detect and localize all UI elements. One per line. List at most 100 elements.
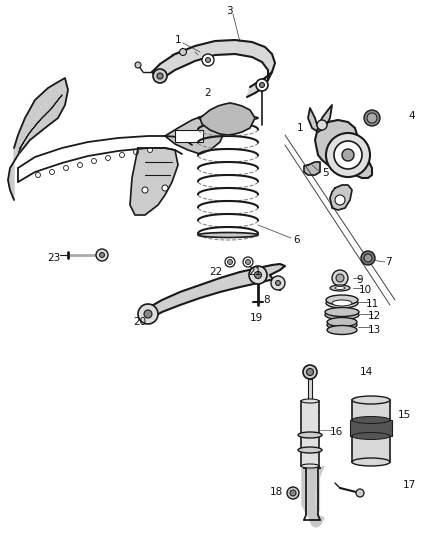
Bar [352, 400, 390, 462]
Circle shape [120, 152, 124, 157]
Circle shape [364, 254, 372, 262]
Ellipse shape [298, 432, 322, 438]
Circle shape [254, 271, 261, 279]
Text: 4: 4 [408, 111, 415, 121]
Circle shape [246, 260, 251, 264]
Text: 20: 20 [133, 317, 146, 327]
Ellipse shape [301, 464, 319, 468]
Circle shape [153, 69, 167, 83]
Circle shape [356, 489, 364, 497]
Ellipse shape [326, 295, 358, 305]
Text: 6: 6 [293, 235, 300, 245]
Polygon shape [152, 40, 275, 97]
Bar [308, 379, 312, 401]
Circle shape [205, 58, 211, 62]
Circle shape [106, 156, 110, 160]
Circle shape [276, 280, 280, 286]
Text: 3: 3 [226, 6, 232, 16]
Polygon shape [330, 185, 352, 210]
Circle shape [334, 141, 362, 169]
Ellipse shape [326, 298, 358, 308]
Polygon shape [130, 148, 178, 215]
Circle shape [225, 257, 235, 267]
Text: 22: 22 [209, 267, 222, 277]
Text: 16: 16 [330, 427, 343, 437]
Circle shape [162, 185, 168, 191]
Circle shape [326, 133, 370, 177]
Circle shape [96, 249, 108, 261]
Bar [350, 420, 392, 436]
Circle shape [290, 490, 296, 496]
Ellipse shape [330, 285, 350, 291]
Text: 1: 1 [297, 123, 304, 133]
Circle shape [180, 49, 187, 55]
Circle shape [78, 163, 82, 167]
Ellipse shape [352, 416, 390, 424]
Circle shape [148, 148, 152, 152]
Text: 8: 8 [263, 295, 270, 305]
Ellipse shape [327, 326, 357, 335]
Circle shape [256, 79, 268, 91]
Bar [301, 401, 319, 466]
Circle shape [99, 253, 105, 257]
Text: 10: 10 [359, 285, 372, 295]
Circle shape [259, 83, 265, 87]
Text: 2: 2 [204, 88, 211, 98]
Circle shape [303, 365, 317, 379]
Circle shape [367, 113, 377, 123]
Circle shape [361, 251, 375, 265]
Circle shape [287, 487, 299, 499]
Polygon shape [302, 466, 324, 527]
Circle shape [144, 310, 152, 318]
Text: 5: 5 [322, 168, 328, 178]
Circle shape [92, 158, 96, 164]
Text: 14: 14 [360, 367, 373, 377]
Circle shape [342, 149, 354, 161]
Circle shape [364, 110, 380, 126]
Circle shape [336, 274, 344, 282]
Circle shape [64, 166, 68, 171]
Circle shape [202, 54, 214, 66]
Text: 18: 18 [270, 487, 283, 497]
Ellipse shape [335, 287, 345, 289]
Polygon shape [18, 95, 62, 155]
Ellipse shape [325, 311, 359, 319]
Text: 1: 1 [175, 35, 181, 45]
Bar [175, 130, 203, 142]
Ellipse shape [325, 308, 359, 317]
Ellipse shape [198, 116, 258, 120]
Polygon shape [315, 120, 372, 178]
Circle shape [138, 304, 158, 324]
Text: 9: 9 [356, 275, 363, 285]
Circle shape [243, 257, 253, 267]
Circle shape [332, 270, 348, 286]
Ellipse shape [298, 447, 322, 453]
Text: 21: 21 [248, 267, 261, 277]
Ellipse shape [327, 318, 357, 327]
Text: 15: 15 [398, 410, 411, 420]
Ellipse shape [198, 232, 258, 238]
Ellipse shape [352, 396, 390, 404]
Text: 17: 17 [403, 480, 416, 490]
Circle shape [271, 276, 285, 290]
Circle shape [227, 260, 233, 264]
Circle shape [135, 62, 141, 68]
Circle shape [307, 368, 314, 376]
Circle shape [134, 149, 138, 155]
Polygon shape [304, 162, 320, 175]
Circle shape [317, 120, 327, 130]
Ellipse shape [301, 399, 319, 403]
Circle shape [35, 173, 40, 177]
Text: 23: 23 [47, 253, 60, 263]
Circle shape [249, 266, 267, 284]
Polygon shape [200, 103, 255, 135]
Text: 19: 19 [250, 313, 263, 323]
Circle shape [49, 169, 54, 174]
Ellipse shape [352, 432, 390, 440]
Polygon shape [148, 264, 285, 320]
Text: 7: 7 [385, 257, 392, 267]
Text: 13: 13 [368, 325, 381, 335]
Circle shape [142, 187, 148, 193]
Text: 12: 12 [368, 311, 381, 321]
Polygon shape [308, 105, 332, 132]
